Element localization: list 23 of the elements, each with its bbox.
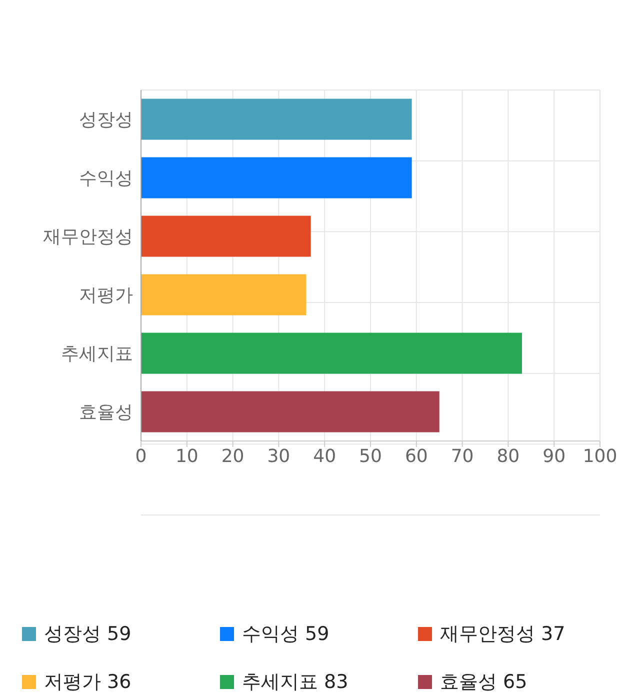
legend-label: 저평가 36 [44, 670, 132, 695]
x-tick-label: 60 [404, 446, 428, 467]
x-tick-label: 20 [221, 446, 244, 467]
legend-label: 수익성 59 [242, 622, 330, 647]
x-tick-label: 40 [313, 446, 336, 467]
x-tick-label: 10 [175, 446, 198, 467]
y-tick-label: 성장성 [79, 110, 133, 131]
legend-label: 추세지표 83 [242, 670, 348, 695]
legend-label: 성장성 59 [44, 622, 132, 647]
x-tick-label: 30 [267, 446, 290, 467]
x-tick-label: 70 [450, 446, 474, 467]
y-tick-label: 추세지표 [61, 344, 133, 365]
y-tick-label: 재무안정성 [43, 226, 133, 248]
x-tick-label: 80 [496, 446, 520, 467]
legend-label: 재무안정성 37 [440, 622, 566, 647]
y-tick-label: 저평가 [79, 285, 133, 306]
legend-label: 효율성 65 [440, 670, 528, 695]
y-tick-label: 수익성 [79, 168, 133, 190]
x-tick-label: 100 [582, 446, 618, 467]
y-tick-label: 효율성 [79, 402, 133, 424]
x-tick-label: 90 [542, 446, 566, 467]
x-tick-label: 0 [135, 446, 147, 467]
x-tick-label: 50 [359, 446, 382, 467]
